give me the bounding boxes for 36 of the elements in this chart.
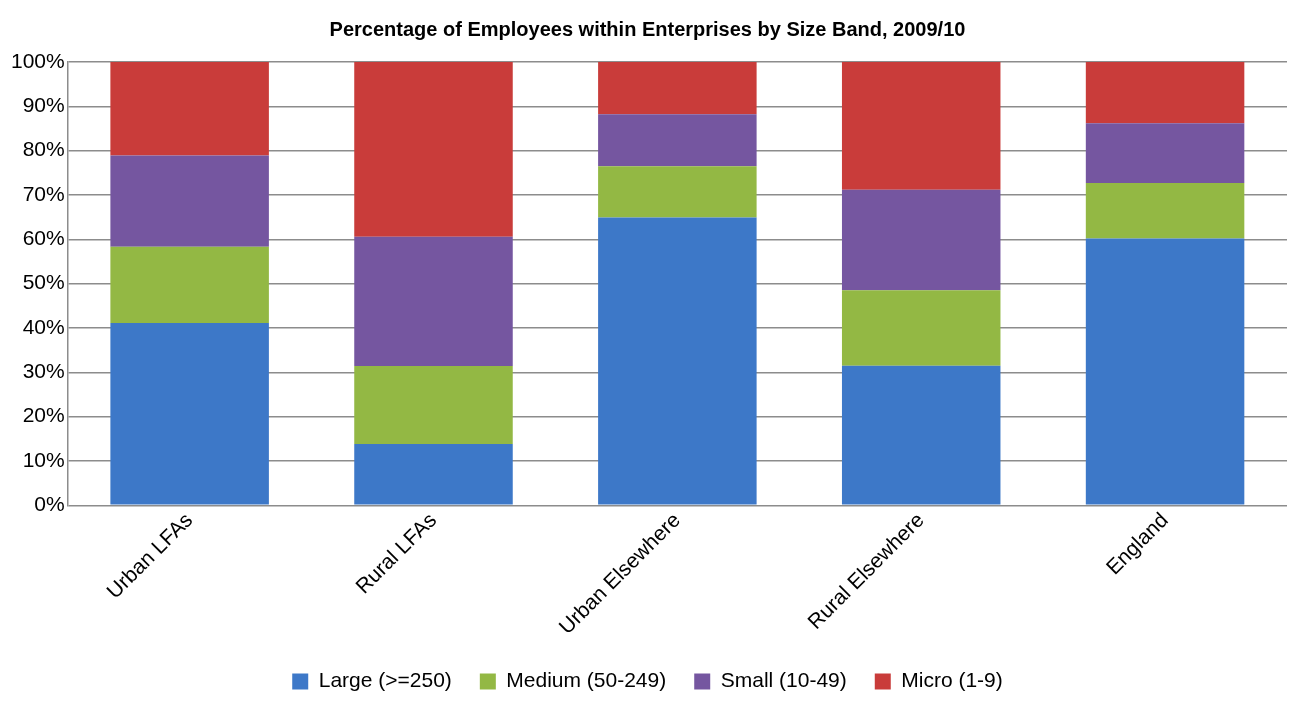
y-tick-label: 0% bbox=[34, 492, 65, 516]
y-tick-label: 10% bbox=[22, 447, 65, 471]
bar bbox=[841, 62, 1001, 190]
bar bbox=[598, 62, 757, 115]
bar bbox=[1085, 238, 1245, 505]
bar bbox=[1085, 62, 1245, 124]
y-tick-label: 100% bbox=[10, 48, 65, 72]
y-tick-label: 40% bbox=[22, 314, 65, 338]
legend-label: Medium (50-249) bbox=[506, 668, 667, 692]
bar bbox=[841, 365, 1001, 505]
legend-label: Micro (1-9) bbox=[901, 668, 1003, 692]
bar bbox=[598, 166, 757, 218]
bar bbox=[354, 366, 513, 445]
y-tick-label: 90% bbox=[22, 93, 65, 117]
bar bbox=[110, 246, 269, 324]
bar bbox=[354, 444, 513, 505]
y-tick-label: 50% bbox=[22, 270, 65, 294]
y-tick-label: 70% bbox=[22, 181, 65, 205]
bar bbox=[1085, 183, 1245, 239]
bar bbox=[598, 217, 757, 505]
bar bbox=[354, 62, 513, 237]
legend-label: Small (10-49) bbox=[720, 668, 847, 692]
bar bbox=[841, 189, 1001, 291]
bar bbox=[1085, 123, 1245, 184]
bar bbox=[841, 290, 1001, 366]
bar bbox=[598, 114, 757, 167]
legend-label: Large (>=250) bbox=[318, 668, 452, 692]
bar bbox=[354, 236, 513, 367]
y-tick-label: 60% bbox=[22, 226, 65, 250]
chart-title: Percentage of Employees within Enterprises by Size Band, 2009/10 bbox=[329, 17, 966, 40]
bar bbox=[110, 323, 269, 505]
y-tick-label: 80% bbox=[22, 137, 65, 161]
bar bbox=[110, 62, 269, 156]
bar bbox=[110, 155, 269, 247]
y-tick-label: 30% bbox=[22, 359, 65, 383]
y-tick-label: 20% bbox=[22, 403, 65, 427]
